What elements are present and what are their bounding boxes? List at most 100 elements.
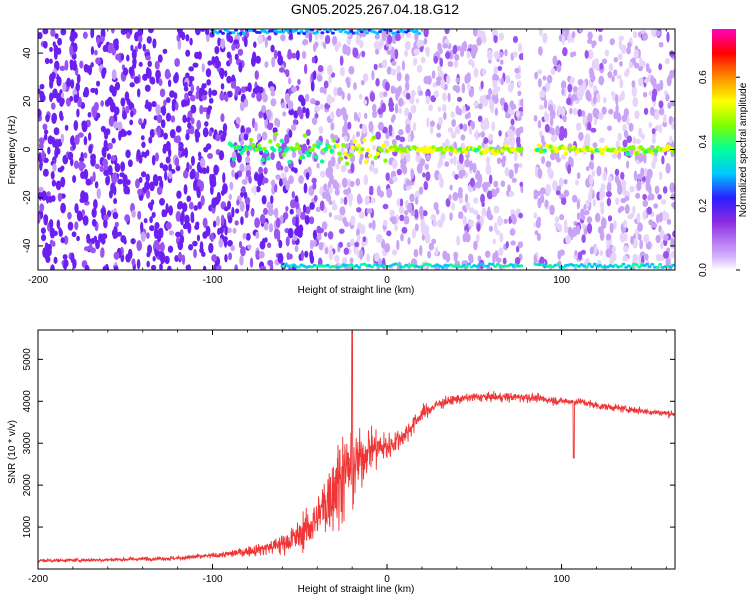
spectrogram-cell bbox=[188, 201, 194, 210]
spectrogram-cell bbox=[517, 80, 522, 87]
spectrogram-cell bbox=[279, 214, 284, 225]
spectrogram-cell bbox=[222, 123, 228, 133]
spectrogram-cell bbox=[643, 107, 649, 115]
spectrogram-carrier-cell bbox=[296, 146, 302, 151]
spectrogram-cell bbox=[151, 154, 156, 166]
spectrogram-cell bbox=[177, 240, 184, 251]
spectrogram-cell bbox=[327, 231, 334, 240]
spectrogram-edge-cell bbox=[378, 30, 383, 34]
spectrogram-cell bbox=[287, 227, 294, 239]
spectrogram-cell bbox=[486, 49, 493, 61]
spectrogram-cell bbox=[563, 189, 570, 197]
spectrogram-cell bbox=[255, 186, 261, 193]
spectrogram-cell bbox=[167, 79, 172, 88]
spectrogram-cell bbox=[219, 91, 225, 101]
spectrogram-cell bbox=[467, 253, 474, 262]
spectrogram-edge-cell bbox=[220, 31, 225, 35]
spectrogram-cell bbox=[261, 104, 267, 113]
spectrogram-cell bbox=[198, 201, 202, 210]
spectrogram-cell bbox=[216, 191, 221, 203]
spectrogram-cell bbox=[445, 198, 451, 208]
spectrogram-cell bbox=[654, 109, 660, 121]
spectrogram-cell bbox=[638, 127, 643, 138]
spectrogram-cell bbox=[67, 211, 72, 220]
spectrogram-cell bbox=[423, 180, 429, 191]
spectrogram-cell bbox=[312, 229, 318, 240]
spectrogram-cell bbox=[122, 67, 129, 76]
spectrogram-cell bbox=[39, 83, 45, 90]
spectrogram-cell bbox=[60, 202, 66, 214]
spectrogram-cell bbox=[621, 179, 627, 189]
spectrogram-cell bbox=[390, 86, 397, 94]
spectrogram-cell bbox=[379, 91, 385, 99]
spectrogram-cell bbox=[73, 160, 80, 170]
spectrogram-cell bbox=[261, 195, 267, 205]
snr-y-tick-label: 4000 bbox=[22, 390, 33, 413]
spectrogram-cell bbox=[663, 113, 667, 124]
spectrogram-carrier-cell bbox=[329, 148, 334, 154]
spectrogram-cell bbox=[152, 174, 159, 184]
spectrogram-cell bbox=[394, 103, 399, 114]
spectrogram-cell bbox=[103, 170, 110, 177]
spectrogram-cell bbox=[518, 42, 523, 53]
spectrogram-cell bbox=[131, 49, 137, 60]
spectrogram-cell bbox=[474, 129, 479, 141]
spectrogram-cell bbox=[587, 31, 593, 40]
spectrogram-cell bbox=[107, 165, 113, 176]
spectrogram-cell bbox=[606, 197, 612, 207]
spectrogram-edge-cell bbox=[417, 32, 422, 36]
spectrogram-cell bbox=[156, 186, 163, 195]
spectrogram-cell bbox=[137, 34, 143, 43]
spectrogram-cell bbox=[632, 253, 639, 263]
spectrogram-cell bbox=[154, 60, 160, 70]
spectrogram-cell bbox=[262, 93, 268, 103]
spectrogram-cell bbox=[60, 133, 65, 144]
spectrogram-edge-cell bbox=[613, 263, 618, 267]
spectrogram-carrier-cell bbox=[423, 146, 428, 151]
spectrogram-cell bbox=[614, 174, 620, 184]
spectrogram-cell bbox=[394, 224, 398, 232]
snr-y-tick-label: 3000 bbox=[22, 432, 33, 455]
spectrogram-cell bbox=[38, 88, 41, 95]
spectrogram-cell bbox=[369, 92, 376, 102]
spectrogram-cell bbox=[293, 110, 299, 119]
spectrogram-cell bbox=[549, 204, 555, 216]
spectrogram-carrier-cell bbox=[634, 150, 640, 156]
spectrogram-cell bbox=[343, 196, 348, 206]
spectrogram-cell bbox=[398, 128, 404, 136]
spectrogram-cell bbox=[622, 186, 627, 197]
spectrogram-cell bbox=[208, 87, 212, 98]
spectrogram-cell bbox=[425, 171, 431, 182]
spectrogram-cell bbox=[250, 209, 254, 217]
spectrogram-cell bbox=[635, 192, 641, 199]
spectrogram-cell bbox=[513, 163, 520, 169]
spectrogram-cell bbox=[239, 163, 245, 173]
spectrogram-cell bbox=[646, 168, 653, 179]
spectrogram-cell bbox=[600, 206, 605, 215]
colorbar: 0.00.20.40.6 Normalized spectral amplitu… bbox=[698, 29, 749, 277]
spectrogram-cell bbox=[485, 94, 491, 100]
spectrogram-cell bbox=[439, 177, 444, 189]
spectrogram-cell bbox=[636, 173, 643, 180]
spectrogram-cell bbox=[153, 228, 159, 239]
spectrogram-cell bbox=[216, 264, 222, 270]
spectrogram-cell bbox=[509, 228, 516, 236]
spectrogram-cell bbox=[287, 48, 292, 60]
spectrogram-cell bbox=[467, 83, 471, 91]
spectrogram-cell bbox=[355, 131, 361, 138]
spectrogram-cell bbox=[338, 228, 345, 234]
spectrogram-cell bbox=[577, 79, 584, 86]
spectrogram-cell bbox=[444, 51, 451, 59]
spectrogram-cell bbox=[210, 232, 215, 243]
spectrogram-cell bbox=[651, 93, 657, 102]
spectrogram-cell bbox=[394, 48, 399, 60]
spectrogram-cell bbox=[194, 128, 200, 140]
spectrogram-cell bbox=[484, 117, 489, 126]
spectrogram-cell bbox=[571, 32, 575, 38]
spectrogram-cell bbox=[175, 211, 182, 222]
spectrogram-cell bbox=[131, 209, 136, 218]
spectrogram-cell bbox=[662, 250, 669, 259]
spectrogram-edge-cell bbox=[668, 265, 673, 269]
spectrogram-cell bbox=[587, 121, 592, 131]
spectrogram-cell bbox=[137, 188, 143, 196]
